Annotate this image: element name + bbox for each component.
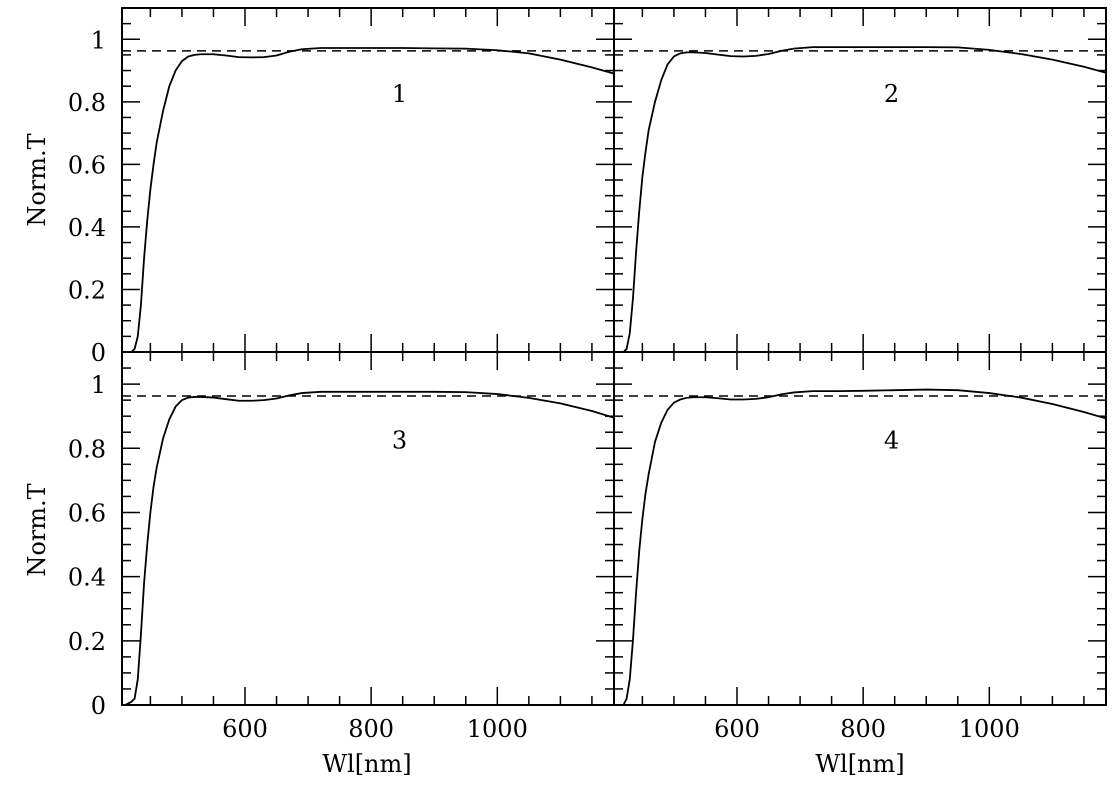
y-axis-label-top: Norm.T xyxy=(23,133,51,226)
y-tick-label: 0.2 xyxy=(68,628,106,656)
y-tick-label: 0.4 xyxy=(68,214,106,242)
x-axis-label-left: Wl[nm] xyxy=(322,750,411,778)
y-tick-label: 0.2 xyxy=(68,276,106,304)
x-tick-label: 600 xyxy=(222,715,268,743)
panel-number-label: 1 xyxy=(392,80,407,108)
panel-grid: 0 0.2 0.4 0.6 0.8 1 1 2 0 0.2 0.4 0.6 0.8 1 600 800 1000… xyxy=(68,7,1107,743)
x-tick-label: 800 xyxy=(348,715,394,743)
transmission-curve-1 xyxy=(125,47,615,353)
panel-4: 600 800 1000 4 xyxy=(613,351,1107,743)
panel-number-label: 3 xyxy=(392,426,407,454)
panel-frame xyxy=(613,351,1107,706)
panel-number-label: 4 xyxy=(884,426,899,454)
x-tick-label: 1000 xyxy=(467,715,528,743)
panel-frame xyxy=(121,351,615,706)
transmission-curve-3 xyxy=(124,390,615,706)
y-tick-label: 0 xyxy=(91,339,106,367)
panel-frame xyxy=(613,7,1107,353)
y-tick-label: 0.8 xyxy=(68,89,106,117)
y-tick-label: 0.6 xyxy=(68,151,106,179)
y-tick-label: 1 xyxy=(91,26,106,54)
y-tick-label: 0.4 xyxy=(68,564,106,592)
y-tick-label: 0.8 xyxy=(68,435,106,463)
y-tick-label: 0.6 xyxy=(68,499,106,527)
transmission-curve-4 xyxy=(617,388,1107,706)
panel-frame xyxy=(121,7,615,353)
transmission-curve-2 xyxy=(617,46,1107,353)
y-tick-label: 1 xyxy=(91,371,106,399)
panel-3: 0 0.2 0.4 0.6 0.8 1 600 800 1000 3 xyxy=(68,351,615,743)
x-tick-label: 1000 xyxy=(959,715,1020,743)
x-axis-label-right: Wl[nm] xyxy=(815,750,904,778)
x-tick-label: 600 xyxy=(714,715,760,743)
y-tick-label: 0 xyxy=(91,692,106,720)
panel-number-label: 2 xyxy=(884,80,899,108)
y-axis-label-bottom: Norm.T xyxy=(23,483,51,576)
x-tick-label: 800 xyxy=(840,715,886,743)
panel-1: 0 0.2 0.4 0.6 0.8 1 1 xyxy=(68,7,615,367)
panel-2: 2 xyxy=(613,7,1107,353)
